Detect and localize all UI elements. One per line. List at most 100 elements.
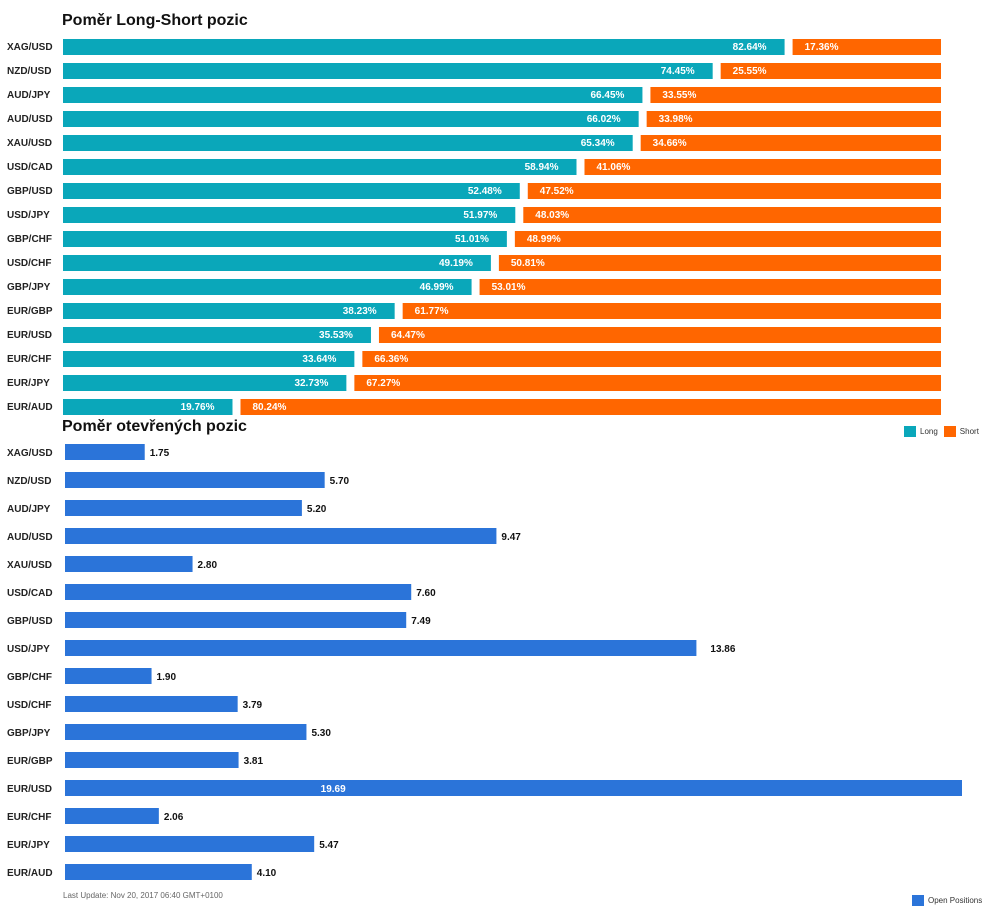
- ls-category-label-eur-chf: EUR/CHF: [7, 354, 51, 365]
- legend-item-short[interactable]: Short: [943, 426, 979, 437]
- ls-category-label-eur-usd: EUR/USD: [7, 330, 52, 341]
- op-value-usd-cad: 7.60: [416, 588, 436, 599]
- ls-long-bar-gbp-chf[interactable]: [63, 231, 507, 247]
- ls-long-bar-eur-jpy[interactable]: [63, 375, 347, 391]
- ls-short-bar-eur-gbp[interactable]: [402, 303, 941, 319]
- ls-long-bar-eur-usd[interactable]: [63, 327, 371, 343]
- ls-short-bar-aud-usd[interactable]: [646, 111, 941, 127]
- ls-long-value-eur-jpy: 32.73%: [294, 378, 328, 389]
- ls-short-bar-eur-aud[interactable]: [240, 399, 941, 415]
- ls-short-bar-eur-chf[interactable]: [362, 351, 941, 367]
- ls-long-value-xag-usd: 82.64%: [733, 42, 767, 53]
- op-category-label-usd-cad: USD/CAD: [7, 588, 53, 599]
- op-value-aud-usd: 9.47: [501, 532, 521, 543]
- op-category-label-usd-chf: USD/CHF: [7, 700, 51, 711]
- ls-short-bar-usd-cad[interactable]: [584, 159, 941, 175]
- ls-short-value-usd-chf: 50.81%: [511, 258, 545, 269]
- ls-short-bar-aud-jpy[interactable]: [650, 87, 941, 103]
- op-bar-gbp-usd[interactable]: [65, 612, 407, 628]
- ls-long-bar-gbp-usd[interactable]: [63, 183, 520, 199]
- op-bar-xau-usd[interactable]: [65, 556, 193, 572]
- ls-short-bar-eur-jpy[interactable]: [354, 375, 941, 391]
- ls-short-bar-gbp-jpy[interactable]: [479, 279, 941, 295]
- ls-long-bar-xau-usd[interactable]: [63, 135, 633, 151]
- op-bar-aud-usd[interactable]: [65, 528, 497, 544]
- ls-long-bar-eur-aud[interactable]: [63, 399, 233, 415]
- ls-long-bar-usd-chf[interactable]: [63, 255, 491, 271]
- ls-short-bar-usd-chf[interactable]: [498, 255, 941, 271]
- op-value-eur-jpy: 5.47: [319, 840, 339, 851]
- ls-long-value-aud-usd: 66.02%: [587, 114, 621, 125]
- op-value-gbp-jpy: 5.30: [311, 728, 331, 739]
- op-category-label-usd-jpy: USD/JPY: [7, 644, 50, 655]
- op-value-eur-chf: 2.06: [164, 812, 184, 823]
- ls-long-value-eur-usd: 35.53%: [319, 330, 353, 341]
- op-category-label-gbp-usd: GBP/USD: [7, 616, 53, 627]
- ls-short-bar-xag-usd[interactable]: [792, 39, 941, 55]
- ls-long-bar-gbp-jpy[interactable]: [63, 279, 472, 295]
- legend-item-long[interactable]: Long: [904, 426, 938, 437]
- open-positions-chart: XAG/USD 1.75 NZD/USD 5.70 AUD/JPY 5.20 AUD/USD…: [7, 444, 962, 880]
- legend-item-open-positions[interactable]: Open Positions: [912, 895, 982, 906]
- op-bar-xag-usd[interactable]: [65, 444, 145, 460]
- ls-short-bar-gbp-chf[interactable]: [514, 231, 941, 247]
- ls-long-value-gbp-usd: 52.48%: [468, 186, 502, 197]
- ls-short-value-gbp-jpy: 53.01%: [492, 282, 526, 293]
- op-bar-eur-jpy[interactable]: [65, 836, 315, 852]
- op-bar-nzd-usd[interactable]: [65, 472, 325, 488]
- ls-short-bar-nzd-usd[interactable]: [720, 63, 941, 79]
- ls-long-bar-nzd-usd[interactable]: [63, 63, 713, 79]
- ls-long-bar-aud-usd[interactable]: [63, 111, 639, 127]
- legend-label-open-positions: Open Positions: [928, 896, 983, 905]
- op-bar-usd-chf[interactable]: [65, 696, 238, 712]
- ls-long-bar-usd-cad[interactable]: [63, 159, 577, 175]
- ls-short-bar-usd-jpy[interactable]: [523, 207, 941, 223]
- op-bar-gbp-jpy[interactable]: [65, 724, 307, 740]
- op-category-label-eur-aud: EUR/AUD: [7, 868, 53, 879]
- ls-short-value-gbp-chf: 48.99%: [527, 234, 561, 245]
- ls-short-value-usd-jpy: 48.03%: [535, 210, 569, 221]
- ls-long-bar-usd-jpy[interactable]: [63, 207, 516, 223]
- ls-category-label-aud-jpy: AUD/JPY: [7, 90, 51, 101]
- ls-short-bar-eur-usd[interactable]: [378, 327, 942, 343]
- last-update-text: Last Update: Nov 20, 2017 06:40 GMT+0100: [63, 891, 223, 900]
- ls-category-label-gbp-jpy: GBP/JPY: [7, 282, 51, 293]
- ls-long-value-usd-chf: 49.19%: [439, 258, 473, 269]
- op-value-gbp-chf: 1.90: [157, 672, 177, 683]
- ls-long-value-eur-chf: 33.64%: [302, 354, 336, 365]
- ls-long-bar-xag-usd[interactable]: [63, 39, 785, 55]
- ls-category-label-usd-jpy: USD/JPY: [7, 210, 50, 221]
- ls-long-value-usd-cad: 58.94%: [525, 162, 559, 173]
- op-category-label-nzd-usd: NZD/USD: [7, 476, 51, 487]
- op-bar-eur-usd[interactable]: [65, 780, 962, 796]
- ls-long-bar-eur-chf[interactable]: [63, 351, 355, 367]
- op-bar-usd-jpy[interactable]: [65, 640, 697, 656]
- ls-category-label-gbp-usd: GBP/USD: [7, 186, 53, 197]
- op-category-label-xag-usd: XAG/USD: [7, 448, 53, 459]
- op-bar-eur-chf[interactable]: [65, 808, 159, 824]
- ls-long-bar-eur-gbp[interactable]: [63, 303, 395, 319]
- op-bar-aud-jpy[interactable]: [65, 500, 302, 516]
- op-bar-eur-aud[interactable]: [65, 864, 252, 880]
- ls-short-bar-gbp-usd[interactable]: [527, 183, 941, 199]
- op-category-label-eur-gbp: EUR/GBP: [7, 756, 53, 767]
- long-swatch: [904, 426, 916, 437]
- ls-long-value-usd-jpy: 51.97%: [463, 210, 497, 221]
- op-bar-gbp-chf[interactable]: [65, 668, 152, 684]
- op-value-eur-gbp: 3.81: [244, 756, 264, 767]
- ls-long-bar-aud-jpy[interactable]: [63, 87, 643, 103]
- ls-category-label-xag-usd: XAG/USD: [7, 42, 53, 53]
- op-category-label-gbp-jpy: GBP/JPY: [7, 728, 51, 739]
- ls-short-value-eur-gbp: 61.77%: [415, 306, 449, 317]
- short-swatch: [943, 426, 956, 437]
- ls-short-value-xau-usd: 34.66%: [653, 138, 687, 149]
- op-value-nzd-usd: 5.70: [330, 476, 350, 487]
- ls-category-label-xau-usd: XAU/USD: [7, 138, 52, 149]
- ls-short-bar-xau-usd[interactable]: [640, 135, 941, 151]
- op-bar-usd-cad[interactable]: [65, 584, 412, 600]
- long-short-chart-title: Poměr Long-Short pozic: [62, 12, 248, 29]
- op-category-label-xau-usd: XAU/USD: [7, 560, 52, 571]
- op-category-label-eur-jpy: EUR/JPY: [7, 840, 50, 851]
- op-bar-eur-gbp[interactable]: [65, 752, 239, 768]
